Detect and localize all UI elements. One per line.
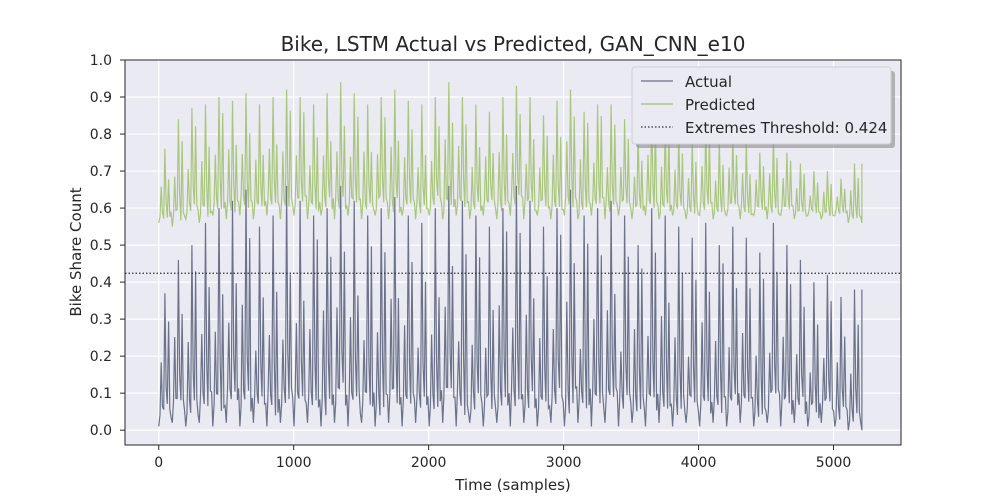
y-ticks: 0.0 0.1 0.2 0.3 0.4 0.5 0.6 0.7 0.8 0.9 1.0 — [90, 53, 125, 439]
legend-label-threshold: Extremes Threshold: 0.424 — [685, 119, 887, 137]
y-tick-label: 0.0 — [90, 423, 112, 439]
y-tick-label: 1.0 — [90, 53, 112, 69]
x-tick-label: 4000 — [681, 455, 717, 471]
legend-box — [631, 66, 892, 145]
x-tick-label: 0 — [154, 455, 163, 471]
y-tick-label: 0.1 — [90, 386, 112, 402]
chart-title: Bike, LSTM Actual vs Predicted, GAN_CNN_… — [281, 32, 746, 56]
series-layer — [158, 82, 863, 431]
y-tick-label: 0.8 — [90, 127, 112, 143]
y-tick-label: 0.2 — [90, 349, 112, 365]
legend-label-actual: Actual — [685, 73, 732, 91]
y-tick-label: 0.3 — [90, 312, 112, 328]
y-axis-label: Bike Share Count — [67, 187, 85, 316]
series-line-actual — [158, 185, 863, 431]
y-tick-label: 0.7 — [90, 164, 112, 180]
series-line-predicted — [158, 82, 863, 227]
y-tick-label: 0.9 — [90, 90, 112, 106]
x-tick-label: 2000 — [411, 455, 447, 471]
x-axis-label: Time (samples) — [454, 476, 571, 494]
x-ticks: 0 1000 2000 3000 4000 5000 — [154, 445, 851, 471]
x-tick-label: 1000 — [276, 455, 312, 471]
legend-label-predicted: Predicted — [685, 96, 755, 114]
y-tick-label: 0.5 — [90, 238, 112, 254]
x-tick-label: 5000 — [816, 455, 852, 471]
y-tick-label: 0.6 — [90, 201, 112, 217]
y-tick-label: 0.4 — [90, 275, 112, 291]
x-tick-label: 3000 — [546, 455, 582, 471]
plot-frame — [124, 59, 902, 446]
legend: Actual Predicted Extremes Threshold: 0.4… — [631, 66, 895, 148]
